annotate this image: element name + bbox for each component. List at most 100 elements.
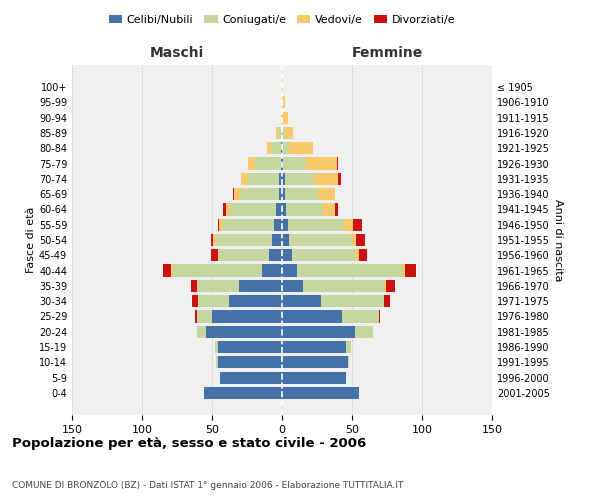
Bar [279,188,282,200]
Bar [212,310,282,322]
Bar [321,295,384,308]
Bar [350,234,356,246]
Bar [282,295,321,308]
Bar [222,218,274,231]
Y-axis label: Fasce di età: Fasce di età [26,207,36,273]
Bar [281,112,282,124]
Bar [282,280,303,292]
Bar [278,127,282,139]
Bar [306,158,337,170]
Bar [285,172,314,185]
Bar [323,204,335,216]
Bar [198,295,229,308]
Bar [405,264,416,276]
Bar [282,387,359,399]
Bar [282,249,292,262]
Bar [274,218,282,231]
Bar [197,326,206,338]
Text: Popolazione per età, sesso e stato civile - 2006: Popolazione per età, sesso e stato civil… [12,437,366,450]
Bar [285,127,293,139]
Bar [197,310,212,322]
Bar [282,264,298,276]
Bar [248,158,256,170]
Bar [241,172,248,185]
Bar [355,249,359,262]
Bar [338,172,341,185]
Bar [206,326,282,338]
Bar [214,234,215,246]
Bar [282,172,285,185]
Bar [172,264,173,276]
Bar [219,249,269,262]
Bar [277,127,278,139]
Bar [344,218,353,231]
Bar [386,280,395,292]
Bar [289,142,313,154]
Bar [282,81,283,93]
Bar [229,295,282,308]
Text: Maschi: Maschi [150,46,204,60]
Bar [211,234,214,246]
Bar [384,295,390,308]
Bar [319,188,335,200]
Bar [218,249,219,262]
Bar [282,188,285,200]
Y-axis label: Anni di nascita: Anni di nascita [553,198,563,281]
Bar [282,112,287,124]
Bar [342,310,379,322]
Bar [281,142,282,154]
Bar [220,372,282,384]
Bar [283,158,306,170]
Bar [223,204,226,216]
Bar [191,280,197,292]
Bar [314,172,338,185]
Bar [279,172,282,185]
Bar [356,234,365,246]
Bar [240,188,279,200]
Bar [173,264,262,276]
Bar [353,218,362,231]
Bar [215,341,218,353]
Bar [282,372,346,384]
Bar [403,264,405,276]
Bar [163,264,172,276]
Bar [355,326,373,338]
Bar [277,204,282,216]
Bar [215,234,272,246]
Bar [281,158,282,170]
Bar [256,158,281,170]
Bar [216,356,218,368]
Bar [233,188,235,200]
Bar [286,204,323,216]
Bar [230,204,277,216]
Bar [282,218,287,231]
Bar [193,295,198,308]
Bar [298,264,403,276]
Text: Femmine: Femmine [352,46,422,60]
Bar [285,188,319,200]
Bar [282,204,286,216]
Bar [269,249,282,262]
Bar [282,326,355,338]
Bar [235,188,240,200]
Bar [359,249,367,262]
Bar [282,356,348,368]
Bar [282,310,342,322]
Bar [218,356,282,368]
Bar [289,234,350,246]
Bar [218,341,282,353]
Bar [282,234,289,246]
Bar [211,249,218,262]
Bar [379,310,380,322]
Bar [337,158,338,170]
Bar [262,264,282,276]
Bar [303,280,384,292]
Legend: Celibi/Nubili, Coniugati/e, Vedovi/e, Divorziati/e: Celibi/Nubili, Coniugati/e, Vedovi/e, Di… [104,10,460,29]
Bar [272,234,282,246]
Bar [282,142,289,154]
Bar [282,341,346,353]
Bar [335,204,338,216]
Bar [346,341,350,353]
Bar [266,142,271,154]
Bar [292,249,355,262]
